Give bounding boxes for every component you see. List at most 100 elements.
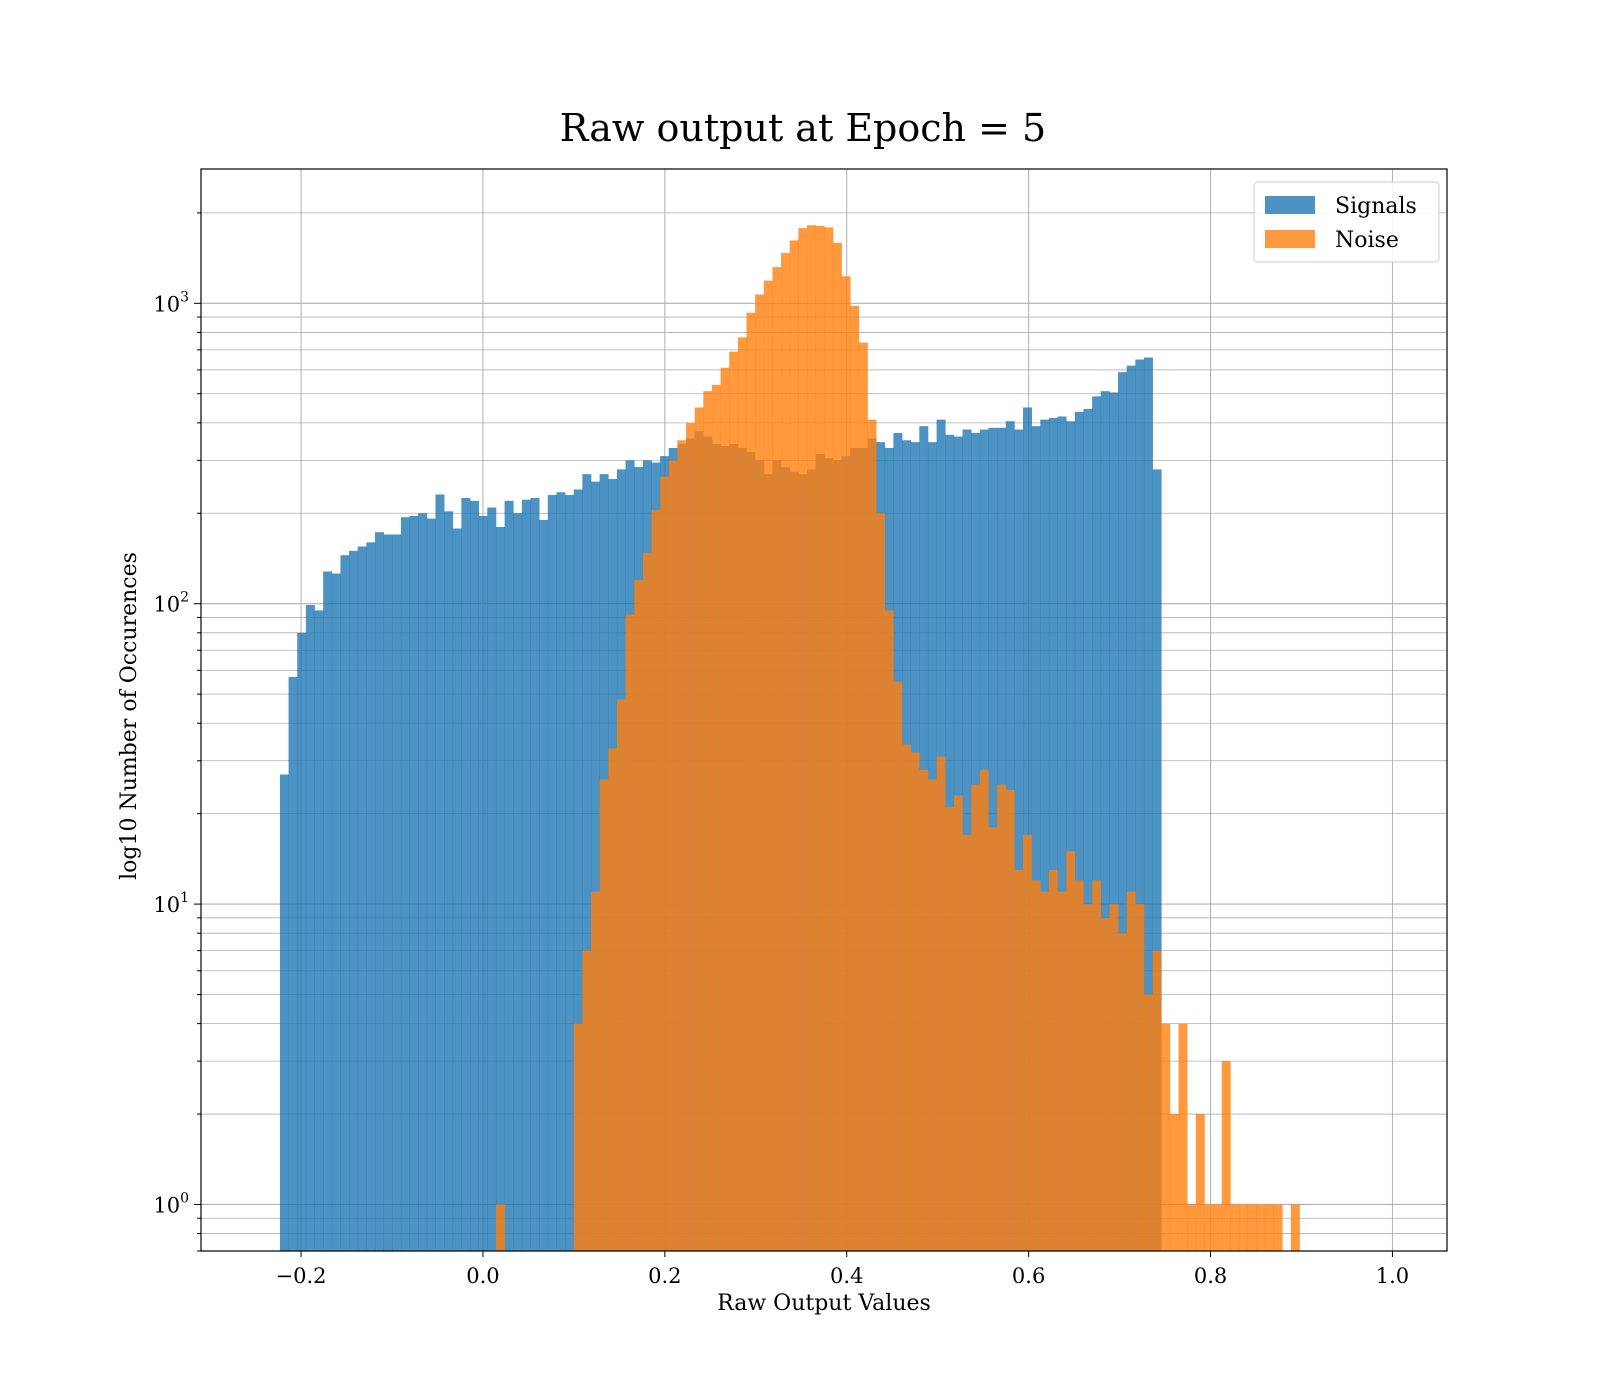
noise-bar	[945, 807, 955, 1251]
noise-bar	[625, 614, 635, 1251]
y-axis-label: log10 Number of Occurences	[117, 552, 142, 880]
noise-bar	[997, 784, 1007, 1251]
noise-bar	[1066, 851, 1076, 1251]
noise-bar	[737, 337, 747, 1252]
noise-bar	[1040, 891, 1050, 1251]
noise-bar	[1264, 1204, 1274, 1251]
noise-bar	[1238, 1204, 1248, 1251]
noise-bar	[1048, 869, 1058, 1251]
y-tick-label: 102	[153, 590, 189, 617]
signals-bar	[1143, 357, 1153, 1251]
legend-label: Noise	[1335, 228, 1399, 253]
x-tick-label: 1.0	[1376, 1264, 1409, 1288]
signals-bar	[1074, 411, 1084, 1251]
noise-bar	[815, 225, 825, 1252]
noise-bar	[720, 367, 730, 1251]
signals-bar	[1040, 419, 1050, 1251]
signals-bar	[590, 481, 600, 1251]
signals-bar	[565, 495, 575, 1251]
noise-bar	[1083, 904, 1093, 1251]
signals-bar	[1083, 408, 1093, 1251]
noise-bar	[1092, 880, 1102, 1251]
signals-bar	[1092, 396, 1102, 1251]
signals-bar	[1014, 429, 1024, 1251]
noise-bar	[573, 1023, 583, 1251]
noise-bar	[703, 391, 713, 1251]
noise-bar	[789, 240, 799, 1251]
noise-bar	[988, 827, 998, 1251]
signals-bar	[409, 515, 419, 1251]
signals-bar	[1152, 469, 1162, 1251]
noise-bar	[1290, 1204, 1300, 1251]
x-axis-label: Raw Output Values	[717, 1291, 931, 1316]
noise-bar	[1109, 904, 1119, 1251]
noise-bar	[582, 950, 592, 1251]
noise-bar	[910, 752, 920, 1251]
signals-bar	[314, 610, 324, 1251]
noise-bar	[1118, 933, 1128, 1251]
signals-bar	[1066, 421, 1076, 1252]
signals-bar	[495, 527, 505, 1251]
signals-bar	[392, 534, 402, 1251]
noise-bar	[1126, 891, 1136, 1251]
signals-bar	[504, 500, 514, 1251]
noise-bar	[694, 407, 704, 1251]
noise-bar	[668, 460, 678, 1252]
chart-title: Raw output at Epoch = 5	[560, 106, 1046, 150]
noise-bar	[1161, 1023, 1171, 1251]
signals-bar	[521, 499, 531, 1252]
signals-bar	[1048, 418, 1058, 1251]
noise-bar	[711, 384, 721, 1251]
noise-bars	[495, 225, 1300, 1252]
signals-bar	[1031, 426, 1041, 1251]
noise-bar	[858, 342, 868, 1252]
signals-bar	[1135, 359, 1145, 1252]
noise-bar	[1022, 834, 1032, 1251]
legend-swatch	[1265, 196, 1315, 214]
noise-bar	[1195, 1114, 1205, 1251]
noise-bar	[686, 422, 696, 1251]
y-tick-label: 100	[153, 1190, 189, 1217]
noise-bar	[642, 552, 652, 1251]
plot-frame	[200, 168, 1448, 1252]
noise-bar	[729, 351, 739, 1251]
noise-bar	[634, 579, 644, 1251]
signals-bar	[470, 500, 480, 1251]
noise-bar	[1057, 891, 1067, 1251]
noise-bar	[1169, 1114, 1179, 1251]
signals-bar	[461, 497, 471, 1252]
signals-bar	[340, 555, 350, 1251]
noise-bar	[763, 280, 773, 1252]
x-axis-ticks: −0.2 0.0 0.2 0.4 0.6 0.8 1.0	[276, 1251, 1409, 1288]
noise-bar	[979, 769, 989, 1251]
signals-bar	[452, 528, 462, 1251]
noise-bar	[1031, 880, 1041, 1251]
signals-bar	[383, 534, 393, 1251]
noise-bar	[1187, 1204, 1197, 1251]
x-tick-label: −0.2	[276, 1264, 327, 1288]
signals-bar	[573, 489, 583, 1251]
noise-bar	[1005, 789, 1015, 1251]
signals-bar	[297, 632, 307, 1251]
noise-bar	[953, 795, 963, 1251]
x-tick-label: 0.8	[1194, 1264, 1227, 1288]
signals-bar	[1126, 365, 1136, 1251]
noise-bar	[927, 779, 937, 1251]
signals-bar	[1118, 372, 1128, 1252]
legend-label: Signals	[1335, 194, 1417, 219]
signals-bar	[374, 532, 384, 1251]
x-tick-label: 0.2	[648, 1264, 681, 1288]
noise-bar	[1014, 869, 1024, 1251]
noise-bar	[850, 305, 860, 1251]
signals-bar	[1057, 416, 1067, 1251]
noise-bar	[1247, 1204, 1257, 1251]
signals-bar	[478, 515, 488, 1251]
signals-bar	[1109, 392, 1119, 1251]
noise-bar	[660, 476, 670, 1251]
noise-bar	[841, 276, 851, 1251]
signals-bar	[349, 550, 359, 1251]
signals-bar	[1022, 407, 1032, 1251]
noise-bar	[1152, 950, 1162, 1251]
y-axis-ticks: 100 101 102 103	[153, 212, 201, 1252]
